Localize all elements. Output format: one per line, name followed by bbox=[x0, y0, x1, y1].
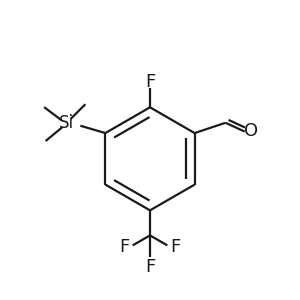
Text: O: O bbox=[244, 122, 258, 140]
Text: Si: Si bbox=[59, 114, 74, 132]
Text: F: F bbox=[145, 258, 155, 276]
Text: F: F bbox=[171, 238, 181, 256]
Text: F: F bbox=[145, 73, 155, 91]
Text: F: F bbox=[119, 238, 129, 256]
